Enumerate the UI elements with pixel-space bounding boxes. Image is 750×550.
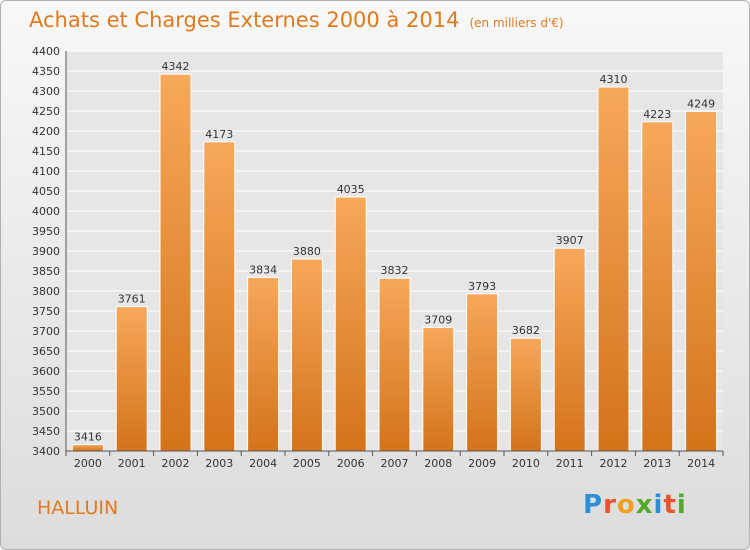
logo-letter: i [653,490,664,520]
data-label-2010: 3682 [512,324,540,337]
y-tick-label: 3500 [32,405,60,418]
bar-2007 [378,277,411,452]
x-tick-label: 2002 [162,457,190,470]
data-label-2011: 3907 [556,234,584,247]
y-tick-label: 4250 [32,105,60,118]
logo-letter: P [583,490,604,520]
bar-2008 [422,326,455,452]
logo-letter: t [663,490,677,520]
chart-title: Achats et Charges Externes 2000 à 2014 (e… [29,8,564,32]
x-tick-label: 2001 [118,457,146,470]
y-tick-label: 4050 [32,185,60,198]
y-tick-label: 4150 [32,145,60,158]
chart-title-text: Achats et Charges Externes 2000 à 2014 [29,8,460,32]
logo-letter: o [616,490,636,520]
x-tick-label: 2010 [512,457,540,470]
bar-chart: 3416 3761 4342 4173 3834 3880 4035 3832 3709 3793… [32,45,724,470]
y-tick-label: 3600 [32,365,60,378]
y-tick-label: 3700 [32,325,60,338]
city-label: HALLUIN [37,497,119,519]
data-label-2013: 4223 [643,108,671,121]
y-tick-label: 3450 [32,425,60,438]
data-label-2005: 3880 [293,245,321,258]
logo-letter: x [635,490,654,520]
bar-2006 [334,196,367,452]
x-tick-label: 2009 [468,457,496,470]
bar-2001 [115,306,148,452]
y-tick-label: 3650 [32,345,60,358]
x-tick-label: 2011 [556,457,584,470]
bar-2012 [597,86,630,452]
logo-letter: r [603,490,617,520]
y-tick-label: 4300 [32,85,60,98]
y-tick-label: 3800 [32,285,60,298]
data-label-2008: 3709 [424,313,452,326]
y-tick-label: 3850 [32,265,60,278]
data-label-2004: 3834 [249,263,277,276]
data-label-2002: 4342 [162,60,190,73]
bar-2003 [203,141,236,452]
data-label-2012: 4310 [600,73,628,86]
y-tick-label: 4200 [32,125,60,138]
data-label-2006: 4035 [337,183,365,196]
y-tick-label: 4100 [32,165,60,178]
x-tick-label: 2008 [424,457,452,470]
proxiti-logo: Proxiti [583,490,687,520]
bar-2009 [466,293,499,452]
bar-2004 [247,276,280,452]
y-tick-label: 3950 [32,225,60,238]
chart-subtitle: (en milliers d'€) [469,16,564,30]
x-tick-label: 2004 [249,457,277,470]
data-label-2014: 4249 [687,97,715,110]
x-tick-label: 2005 [293,457,321,470]
x-tick-label: 2013 [643,457,671,470]
bar-2014 [685,110,718,452]
bar-2005 [290,258,323,452]
x-tick-label: 2006 [337,457,365,470]
bar-2000 [71,444,104,452]
y-tick-label: 4350 [32,65,60,78]
y-tick-label: 4400 [32,45,60,58]
y-tick-label: 4000 [32,205,60,218]
logo-letter: i [676,490,687,520]
bar-2010 [509,337,542,452]
bar-2011 [553,247,586,452]
y-tick-label: 3550 [32,385,60,398]
x-tick-label: 2007 [381,457,409,470]
x-tick-label: 2012 [600,457,628,470]
data-label-2000: 3416 [74,431,102,444]
bar-2002 [159,73,192,452]
data-label-2007: 3832 [381,264,409,277]
y-tick-label: 3900 [32,245,60,258]
x-tick-label: 2000 [74,457,102,470]
data-label-2009: 3793 [468,280,496,293]
x-tick-label: 2003 [205,457,233,470]
y-tick-label: 3750 [32,305,60,318]
y-tick-label: 3400 [32,445,60,458]
data-label-2001: 3761 [118,293,146,306]
x-tick-label: 2014 [687,457,715,470]
data-label-2003: 4173 [205,128,233,141]
bar-2013 [641,121,674,452]
